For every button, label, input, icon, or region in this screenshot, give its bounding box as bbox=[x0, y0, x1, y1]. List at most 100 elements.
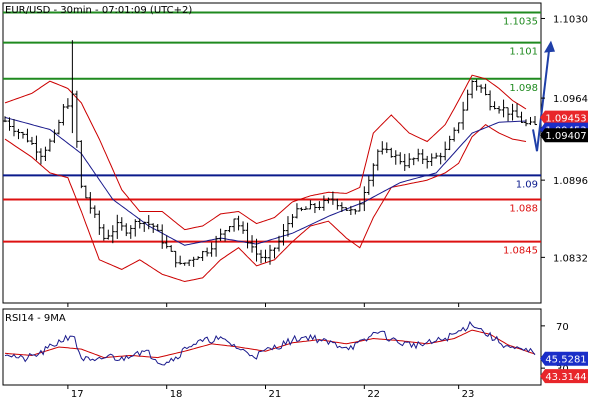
candle bbox=[398, 152, 403, 165]
candle bbox=[214, 235, 219, 257]
rsi-badge-blue: 45.5281 bbox=[540, 351, 588, 366]
candle bbox=[474, 79, 479, 91]
candle bbox=[380, 141, 385, 155]
level-label-1.09: 1.09 bbox=[516, 179, 538, 190]
time-axis-label-17: 17 bbox=[71, 389, 84, 400]
candle bbox=[97, 210, 102, 235]
time-axis-label-21: 21 bbox=[269, 389, 282, 400]
candle bbox=[268, 244, 272, 265]
candle bbox=[515, 103, 520, 118]
candle bbox=[52, 129, 57, 144]
candle bbox=[371, 163, 376, 187]
candle bbox=[88, 192, 93, 214]
candle bbox=[492, 101, 497, 110]
price-badge-red: 1.09453 bbox=[540, 110, 588, 125]
level-labels: 1.1035 1.101 1.098 1.09 1.088 1.0845 bbox=[503, 16, 538, 256]
candle bbox=[155, 223, 160, 231]
candle bbox=[501, 99, 506, 118]
candle bbox=[124, 223, 129, 237]
candle bbox=[263, 249, 268, 263]
candle bbox=[74, 90, 79, 148]
candle bbox=[456, 122, 461, 134]
candle bbox=[56, 119, 61, 135]
candle bbox=[218, 228, 223, 242]
forecast-leg-up bbox=[536, 50, 550, 152]
candle bbox=[236, 215, 241, 231]
candle bbox=[312, 203, 317, 214]
candle bbox=[294, 203, 299, 219]
candle bbox=[79, 140, 84, 189]
moving-average bbox=[4, 116, 527, 246]
rsi-axis-label-70: 70 bbox=[556, 322, 569, 333]
candle bbox=[101, 224, 106, 241]
candle bbox=[241, 221, 246, 234]
rsi-panel-frame bbox=[2, 308, 542, 386]
rsi-badge-label: 43.3144 bbox=[545, 372, 586, 383]
candle bbox=[479, 84, 484, 93]
candle bbox=[416, 148, 421, 162]
bollinger-bands bbox=[4, 74, 527, 283]
candle bbox=[25, 128, 30, 143]
candle bbox=[470, 80, 475, 99]
candle bbox=[20, 131, 25, 139]
candle bbox=[43, 146, 48, 161]
candle bbox=[187, 259, 192, 267]
bollinger-upper-line bbox=[4, 74, 527, 231]
rsi-badge-label: 45.5281 bbox=[545, 355, 586, 366]
candle bbox=[182, 262, 187, 266]
level-lines bbox=[3, 11, 541, 243]
candle bbox=[223, 229, 228, 242]
price-axis-label-1.0896: 1.0896 bbox=[553, 176, 588, 187]
candle bbox=[452, 127, 457, 142]
candle bbox=[339, 202, 344, 212]
candle bbox=[160, 224, 165, 249]
candle bbox=[281, 224, 286, 246]
candle bbox=[533, 116, 537, 126]
candle bbox=[411, 157, 416, 166]
time-axis-label-18: 18 bbox=[170, 389, 183, 400]
candle bbox=[465, 89, 470, 111]
candle bbox=[290, 214, 295, 228]
candle bbox=[178, 255, 183, 265]
candle bbox=[425, 155, 430, 169]
candle bbox=[106, 229, 111, 240]
rsi-badge-red: 43.3144 bbox=[540, 369, 588, 384]
candle bbox=[389, 147, 394, 158]
price-badge-shape bbox=[540, 128, 588, 143]
rsi-title: RSI14 - 9MA bbox=[5, 313, 66, 324]
candle bbox=[299, 207, 304, 212]
level-label-1.0845: 1.0845 bbox=[503, 246, 538, 257]
candle bbox=[366, 175, 371, 195]
price-axis-label-1.1030: 1.1030 bbox=[553, 14, 588, 25]
time-axis-label-23: 23 bbox=[462, 389, 475, 400]
candle bbox=[196, 256, 201, 260]
price-panel-frame bbox=[2, 2, 542, 304]
candle bbox=[205, 247, 210, 257]
candle bbox=[326, 197, 331, 204]
candle bbox=[483, 83, 488, 96]
level-label-1.088: 1.088 bbox=[509, 203, 538, 214]
candle bbox=[335, 198, 340, 210]
candle bbox=[303, 206, 308, 210]
candle bbox=[115, 214, 120, 239]
candle bbox=[146, 215, 151, 230]
candles bbox=[3, 40, 537, 268]
candle bbox=[447, 135, 452, 151]
price-axis-label-1.0832: 1.0832 bbox=[553, 253, 588, 264]
candle bbox=[443, 141, 448, 161]
candle bbox=[510, 103, 515, 121]
candle bbox=[3, 116, 7, 123]
candle bbox=[506, 107, 511, 122]
candle bbox=[330, 191, 335, 205]
candle bbox=[497, 105, 502, 114]
price-axis-label-1.0964: 1.0964 bbox=[553, 94, 588, 105]
candle bbox=[83, 185, 88, 199]
candle bbox=[133, 219, 138, 237]
rsi-badge-shape bbox=[540, 351, 588, 366]
candle bbox=[7, 117, 12, 131]
candle bbox=[393, 150, 398, 165]
candle bbox=[528, 116, 533, 125]
candle bbox=[272, 247, 277, 259]
